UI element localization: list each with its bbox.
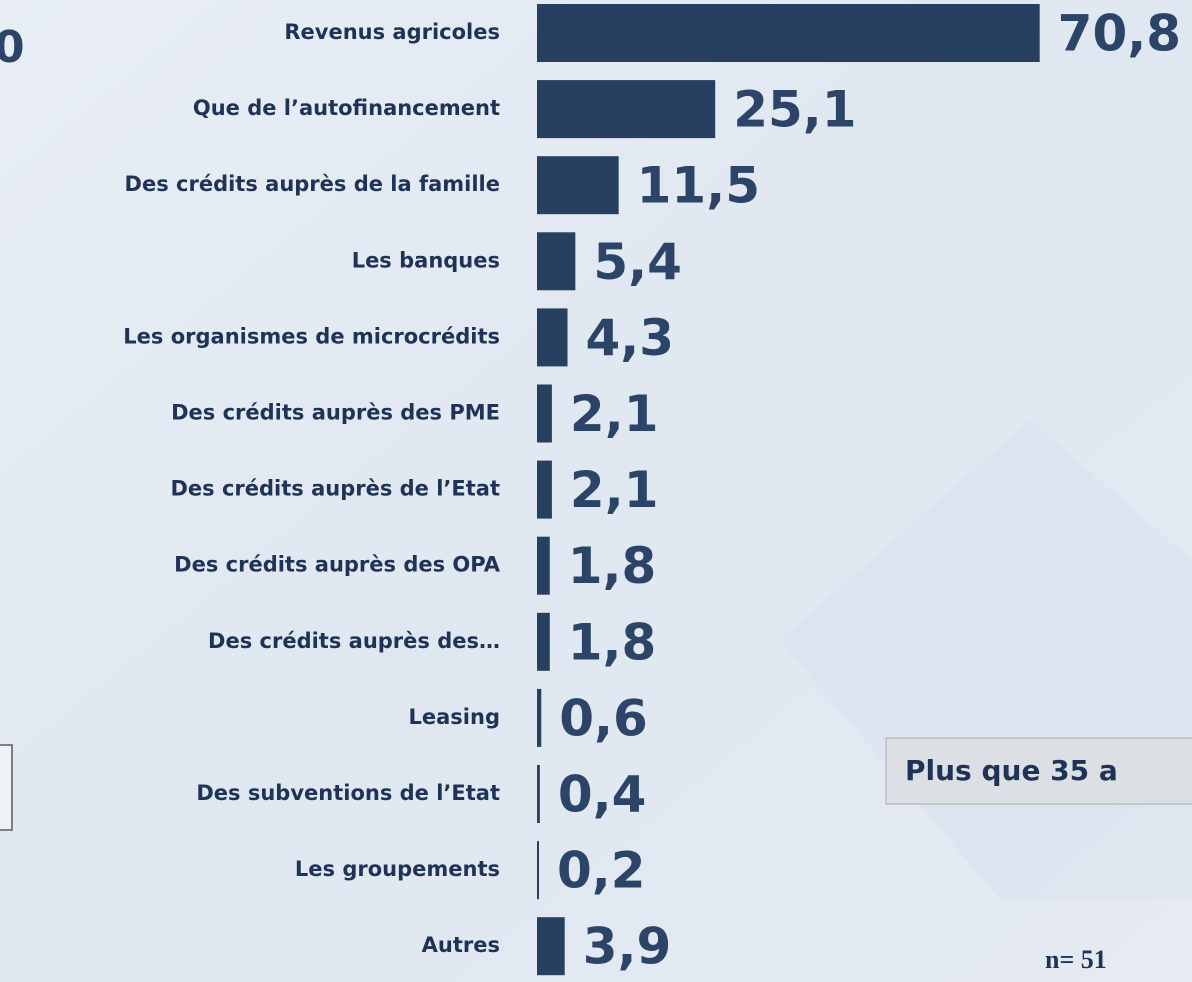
bar: [537, 460, 552, 519]
category-label: Des crédits auprès de l’Etat: [170, 477, 500, 501]
category-label: Les groupements: [295, 857, 500, 881]
value-label: 1,8: [568, 537, 657, 595]
bar: [537, 4, 1040, 62]
category-label: Les banques: [352, 248, 500, 272]
bar: [537, 765, 540, 823]
value-label: 2,1: [570, 461, 659, 519]
category-label: Leasing: [409, 705, 500, 729]
bar: [537, 80, 716, 139]
category-label: Des crédits auprès de la famille: [125, 172, 500, 196]
bar: [537, 612, 550, 671]
bar: [537, 688, 542, 747]
sample-size: n= 51: [1045, 945, 1107, 974]
value-label: 0,4: [558, 766, 647, 824]
value-label: 3,9: [583, 918, 672, 976]
fragment-box: [0, 744, 13, 831]
value-label: 70,8: [1058, 5, 1181, 63]
value-label: 0,6: [559, 689, 648, 747]
bar: [537, 308, 568, 367]
value-label: 1,8: [568, 613, 657, 671]
value-label: 25,1: [733, 81, 856, 139]
category-label: Que de l’autofinancement: [193, 96, 500, 120]
value-label: 2,1: [570, 385, 659, 443]
info-box: [885, 737, 1192, 805]
value-label: 0,2: [557, 842, 646, 900]
category-label: Des crédits auprès des OPA: [174, 553, 501, 577]
category-label: Les organismes de microcrédits: [123, 324, 500, 348]
bar: [537, 536, 550, 595]
category-label: Revenus agricoles: [284, 20, 500, 44]
bar: [537, 841, 539, 900]
category-label: Des crédits auprès des…: [208, 629, 500, 653]
plot: Revenus agricoles 70,8 Que de l’autofinanc…: [123, 4, 1181, 976]
category-label: Des crédits auprès des PME: [171, 401, 500, 425]
bar: [537, 917, 565, 976]
category-label: Des subventions de l’Etat: [196, 781, 500, 805]
bar: [537, 232, 576, 291]
fragment-number: 0: [0, 22, 25, 73]
value-label: 5,4: [593, 233, 682, 291]
value-label: 4,3: [586, 309, 675, 367]
value-label: 11,5: [637, 157, 760, 215]
bar: [537, 156, 619, 215]
category-label: Autres: [422, 933, 500, 957]
bar: [537, 384, 552, 443]
info-text: Plus que 35 a: [905, 754, 1118, 787]
